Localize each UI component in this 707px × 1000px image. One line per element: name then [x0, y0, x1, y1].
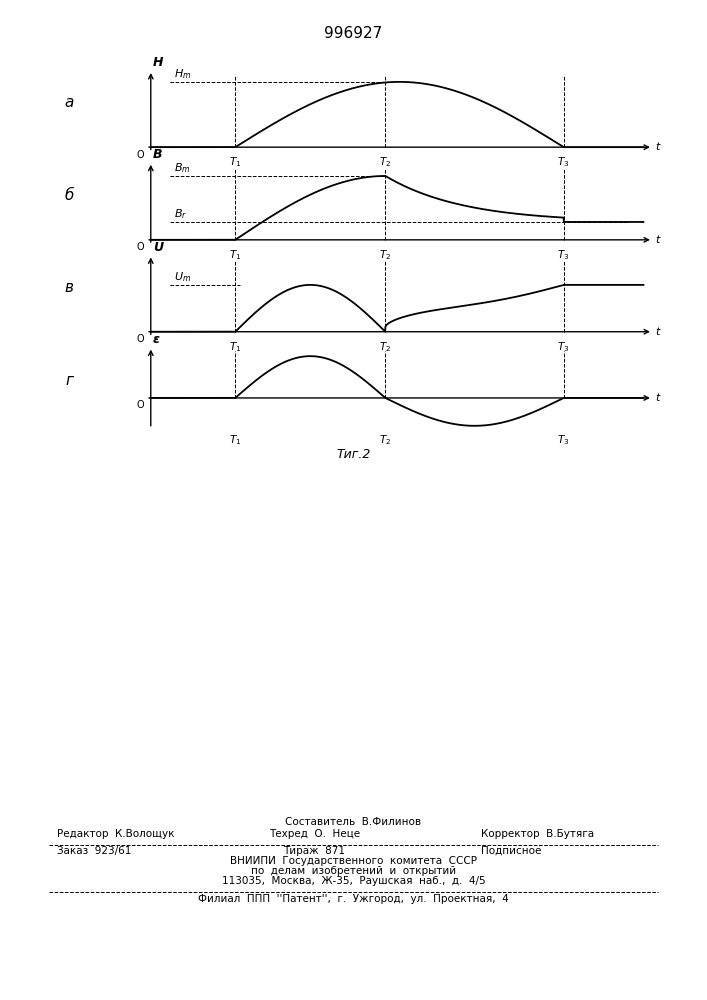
Text: б: б	[64, 188, 74, 202]
Text: Τиг.2: Τиг.2	[337, 448, 370, 461]
Text: Корректор  В.Бутяга: Корректор В.Бутяга	[481, 829, 594, 839]
Text: ε: ε	[153, 333, 160, 346]
Text: U: U	[153, 241, 163, 254]
Text: $T_3$: $T_3$	[558, 248, 570, 262]
Text: Тираж  871: Тираж 871	[283, 846, 345, 856]
Text: $T_1$: $T_1$	[229, 433, 241, 447]
Text: O: O	[136, 242, 144, 252]
Text: $T_2$: $T_2$	[379, 433, 392, 447]
Text: $T_3$: $T_3$	[558, 156, 570, 169]
Text: O: O	[136, 400, 144, 410]
Text: $T_2$: $T_2$	[379, 248, 392, 262]
Text: t: t	[655, 142, 660, 152]
Text: 113035,  Москва,  Ж-35,  Раушская  наб.,  д.  4/5: 113035, Москва, Ж-35, Раушская наб., д. …	[222, 876, 485, 886]
Text: $T_3$: $T_3$	[558, 341, 570, 354]
Text: t: t	[655, 235, 660, 245]
Text: t: t	[655, 393, 660, 403]
Text: O: O	[136, 334, 144, 344]
Text: $T_2$: $T_2$	[379, 341, 392, 354]
Text: в: в	[64, 280, 74, 295]
Text: $T_2$: $T_2$	[379, 156, 392, 169]
Text: $T_1$: $T_1$	[229, 156, 241, 169]
Text: $B_r$: $B_r$	[174, 207, 187, 221]
Text: O: O	[136, 150, 144, 160]
Text: Составитель  В.Филинов: Составитель В.Филинов	[286, 817, 421, 827]
Text: Подписное: Подписное	[481, 846, 541, 856]
Text: Заказ  923/61: Заказ 923/61	[57, 846, 131, 856]
Text: H: H	[153, 56, 163, 69]
Text: B: B	[153, 148, 163, 161]
Text: $T_3$: $T_3$	[558, 433, 570, 447]
Text: $T_1$: $T_1$	[229, 341, 241, 354]
Text: $U_m$: $U_m$	[174, 270, 192, 284]
Text: г: г	[65, 373, 73, 388]
Text: ВНИИПИ  Государственного  комитета  СССР: ВНИИПИ Государственного комитета СССР	[230, 856, 477, 866]
Text: $H_m$: $H_m$	[174, 67, 192, 81]
Text: Техред  О.  Неце: Техред О. Неце	[269, 829, 360, 839]
Text: t: t	[655, 327, 660, 337]
Text: Филиал  ППП  ''Патент'',  г.  Ужгород,  ул.  Проектная,  4: Филиал ППП ''Патент'', г. Ужгород, ул. П…	[198, 894, 509, 904]
Text: 996927: 996927	[325, 26, 382, 41]
Text: $B_m$: $B_m$	[174, 161, 191, 175]
Text: по  делам  изобретений  и  открытий: по делам изобретений и открытий	[251, 866, 456, 876]
Text: Редактор  К.Волощук: Редактор К.Волощук	[57, 829, 174, 839]
Text: $T_1$: $T_1$	[229, 248, 241, 262]
Text: a: a	[64, 95, 74, 110]
